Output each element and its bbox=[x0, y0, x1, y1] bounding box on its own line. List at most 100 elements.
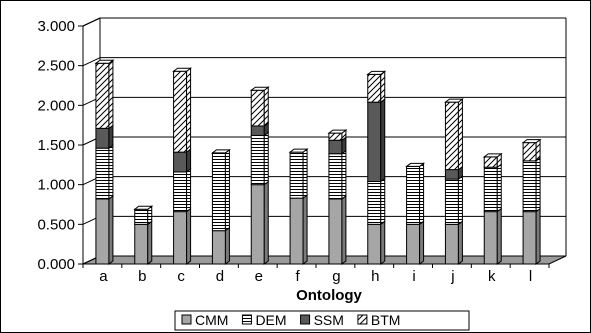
bar-g-cmm bbox=[328, 198, 343, 265]
bar-l-dem bbox=[522, 160, 537, 213]
x-tick-label: c bbox=[177, 268, 185, 285]
legend-swatch-cmm bbox=[181, 314, 192, 325]
bar-side-k-cmm bbox=[496, 207, 502, 265]
x-tick-label: h bbox=[371, 268, 379, 285]
bar-i-dem bbox=[406, 165, 421, 225]
bar-j-ssm bbox=[444, 169, 459, 180]
bar-l-btm bbox=[522, 142, 537, 162]
bar-g-btm bbox=[328, 132, 343, 141]
bar-d-cmm bbox=[211, 230, 226, 265]
bar-side-e-dem bbox=[263, 131, 269, 186]
bar-side-i-cmm bbox=[419, 220, 425, 265]
bar-side-a-cmm bbox=[108, 194, 114, 265]
bar-a-dem bbox=[95, 147, 110, 200]
x-tick-label: d bbox=[216, 268, 224, 285]
bar-side-e-cmm bbox=[263, 180, 269, 265]
bar-top-d bbox=[210, 149, 231, 154]
bar-k-cmm bbox=[483, 211, 498, 265]
bar-side-j-dem bbox=[457, 175, 463, 226]
bar-side-h-btm bbox=[380, 70, 386, 104]
bar-c-dem bbox=[173, 171, 188, 213]
bar-i-cmm bbox=[406, 223, 421, 265]
legend-swatch-btm bbox=[357, 314, 368, 325]
bar-top-k bbox=[482, 153, 503, 158]
x-tick-label: g bbox=[332, 268, 340, 285]
bar-side-l-cmm bbox=[535, 207, 541, 265]
bar-side-i-dem bbox=[419, 162, 425, 226]
bar-side-a-dem bbox=[108, 144, 114, 200]
x-tick-label: i bbox=[412, 268, 415, 285]
x-tick-label: k bbox=[488, 268, 496, 285]
y-tick-label: 1.500 bbox=[37, 137, 75, 154]
bar-e-btm bbox=[250, 89, 265, 127]
bar-top-l bbox=[521, 139, 542, 144]
bar-e-cmm bbox=[250, 184, 265, 265]
legend: CMM DEM SSM BTM bbox=[174, 310, 470, 331]
bar-side-b-cmm bbox=[147, 220, 153, 265]
y-tick-labels: 0.000 0.500 1.000 1.500 2.000 2.500 3.000 bbox=[37, 18, 75, 273]
y-tick-label: 2.500 bbox=[37, 58, 75, 75]
bar-c-ssm bbox=[173, 151, 188, 173]
bar-side-d-dem bbox=[224, 148, 230, 232]
bar-b-cmm bbox=[134, 223, 149, 265]
bar-side-h-ssm bbox=[380, 98, 386, 183]
bar-side-h-cmm bbox=[380, 220, 386, 265]
bar-j-dem bbox=[444, 178, 459, 225]
bar-top-b bbox=[133, 205, 154, 210]
bar-top-i bbox=[405, 162, 426, 167]
bar-h-cmm bbox=[367, 223, 382, 265]
bar-top-a bbox=[94, 59, 115, 64]
bar-side-c-btm bbox=[186, 67, 192, 154]
legend-label-btm: BTM bbox=[371, 312, 401, 328]
bar-c-cmm bbox=[173, 211, 188, 265]
bar-j-btm bbox=[444, 101, 459, 171]
bar-side-l-dem bbox=[535, 156, 541, 213]
bar-top-f bbox=[288, 148, 309, 153]
bar-f-dem bbox=[289, 151, 304, 199]
bar-j-cmm bbox=[444, 223, 459, 265]
bar-side-d-cmm bbox=[224, 226, 230, 265]
legend-label-ssm: SSM bbox=[314, 312, 344, 328]
bar-f-cmm bbox=[289, 197, 304, 265]
bar-l-cmm bbox=[522, 211, 537, 265]
bar-a-btm bbox=[95, 62, 110, 129]
legend-label-dem: DEM bbox=[255, 312, 286, 328]
bar-side-g-cmm bbox=[341, 194, 347, 265]
bar-side-c-ssm bbox=[186, 148, 192, 173]
bar-side-c-cmm bbox=[186, 207, 192, 265]
bar-top-g bbox=[327, 129, 348, 134]
bar-side-l-btm bbox=[535, 138, 541, 162]
x-tick-label: b bbox=[138, 268, 146, 285]
legend-label-cmm: CMM bbox=[195, 312, 228, 328]
wall-gridline bbox=[82, 57, 101, 67]
x-tick-label: e bbox=[255, 268, 263, 285]
bar-top-e bbox=[249, 86, 270, 91]
bar-h-ssm bbox=[367, 101, 382, 182]
x-tick-labels: a b c d e f g h i j k l bbox=[99, 268, 532, 285]
bar-h-dem bbox=[367, 180, 382, 225]
y-tick-label: 3.000 bbox=[37, 18, 75, 35]
legend-swatch-ssm bbox=[300, 314, 311, 325]
bar-side-a-ssm bbox=[108, 124, 114, 150]
x-tick-label: f bbox=[295, 268, 300, 285]
legend-swatch-dem bbox=[241, 314, 252, 325]
y-tick-label: 0.500 bbox=[37, 216, 75, 233]
x-tick-label: j bbox=[450, 268, 454, 285]
y-tick-label: 0.000 bbox=[37, 256, 75, 273]
bar-a-ssm bbox=[95, 127, 110, 149]
x-tick-label: l bbox=[529, 268, 532, 285]
bar-g-dem bbox=[328, 153, 343, 200]
y-tick-label: 1.000 bbox=[37, 177, 75, 194]
bar-side-h-dem bbox=[380, 177, 386, 226]
bar-side-e-btm bbox=[263, 86, 269, 127]
bar-side-a-btm bbox=[108, 59, 114, 130]
bar-a-cmm bbox=[95, 198, 110, 265]
bar-h-btm bbox=[367, 73, 382, 103]
bar-e-ssm bbox=[250, 125, 265, 136]
bar-k-btm bbox=[483, 156, 498, 168]
bar-k-dem bbox=[483, 166, 498, 213]
bar-top-c bbox=[172, 67, 193, 72]
bar-d-dem bbox=[211, 152, 226, 232]
bar-g-ssm bbox=[328, 139, 343, 155]
